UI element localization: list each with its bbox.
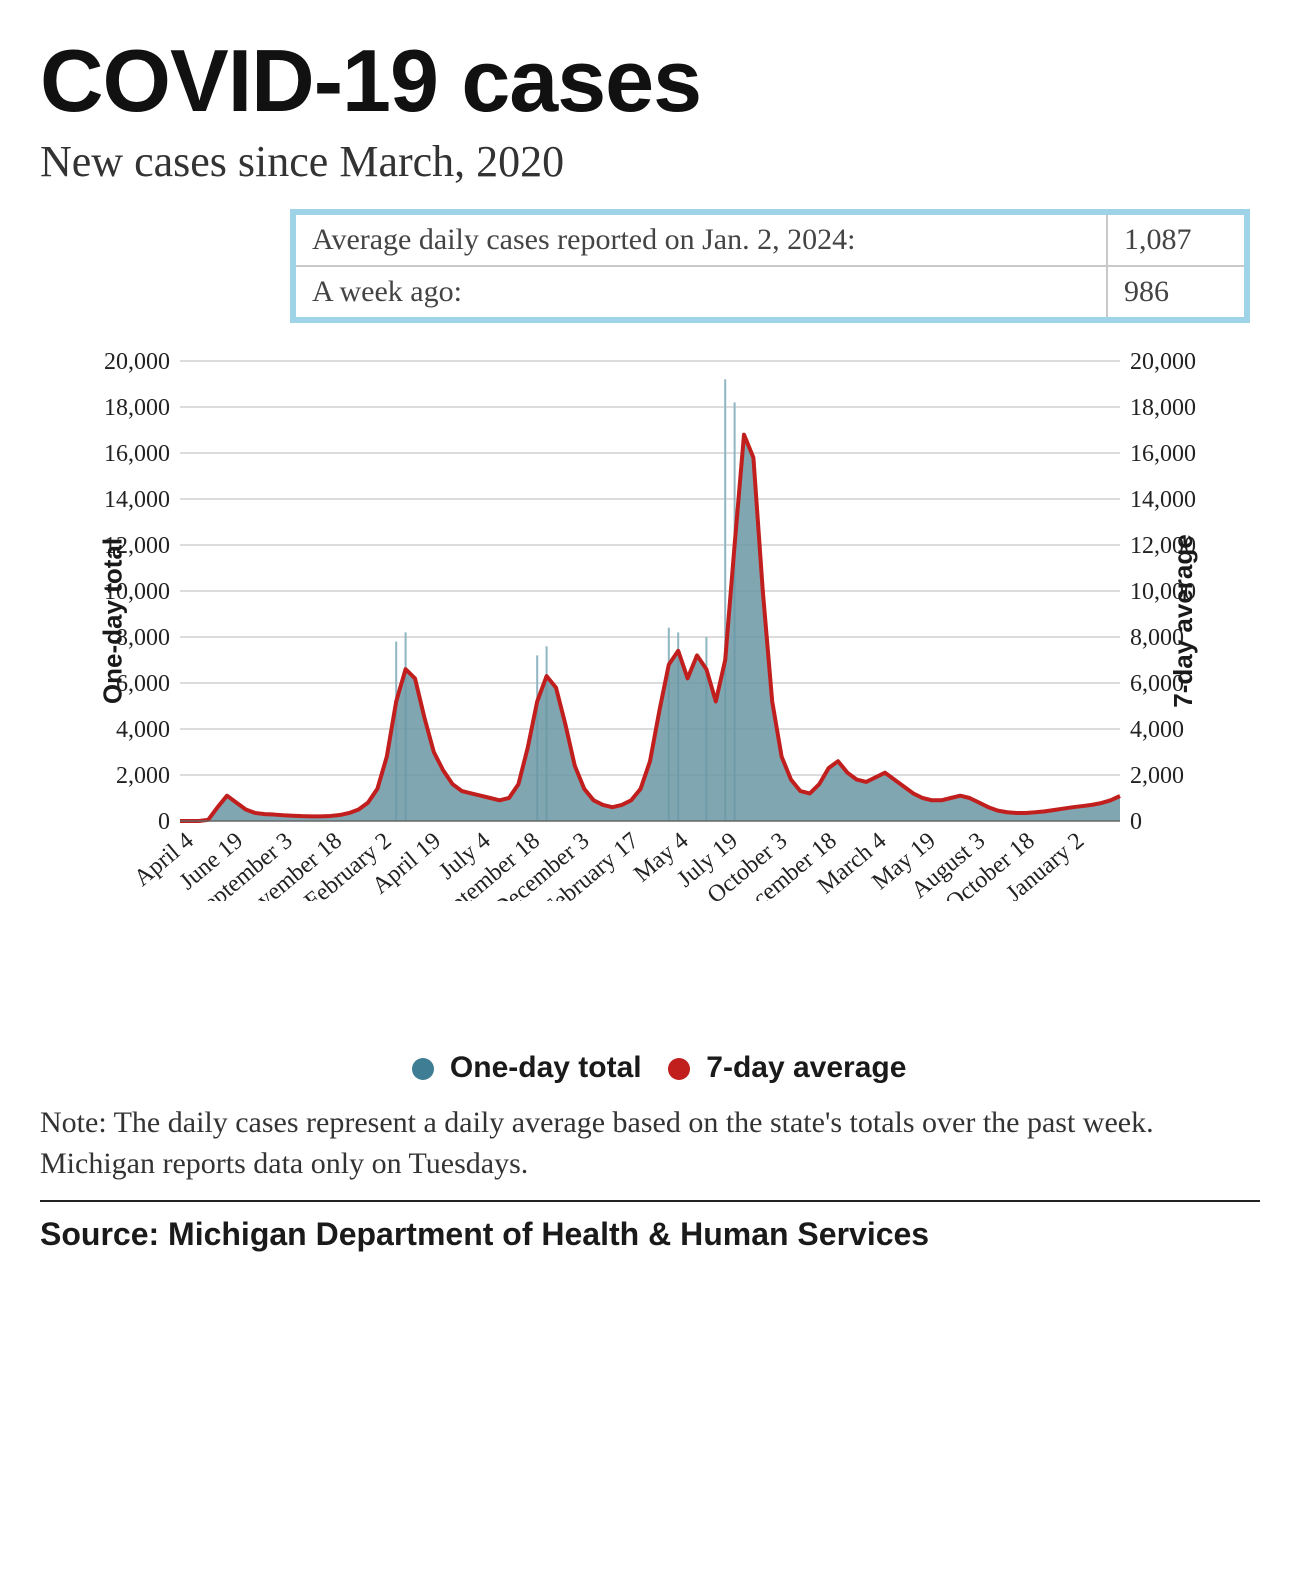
svg-text:16,000: 16,000 [104, 441, 170, 467]
svg-text:14,000: 14,000 [1130, 487, 1196, 513]
page-title: COVID-19 cases [40, 30, 1260, 132]
table-row: A week ago: 986 [293, 266, 1247, 320]
legend-label-oneday: One-day total [450, 1051, 642, 1084]
legend-dot-oneday [412, 1058, 434, 1080]
source-prefix: Source: [40, 1216, 168, 1252]
stats-value: 986 [1107, 266, 1247, 320]
stats-table: Average daily cases reported on Jan. 2, … [290, 209, 1250, 323]
legend-dot-avg [668, 1058, 690, 1080]
svg-text:0: 0 [158, 809, 170, 835]
y-axis-left-label: One-day total [98, 538, 129, 704]
stats-label: A week ago: [293, 266, 1107, 320]
source-text: Michigan Department of Health & Human Se… [168, 1216, 929, 1252]
svg-text:2,000: 2,000 [1130, 763, 1184, 789]
svg-text:18,000: 18,000 [104, 395, 170, 421]
svg-text:4,000: 4,000 [116, 717, 170, 743]
svg-text:20,000: 20,000 [104, 349, 170, 375]
legend-label-avg: 7-day average [706, 1051, 906, 1084]
cases-chart: 002,0002,0004,0004,0006,0006,0008,0008,0… [40, 341, 1260, 901]
page-subtitle: New cases since March, 2020 [40, 136, 1260, 187]
svg-text:2,000: 2,000 [116, 763, 170, 789]
stats-label: Average daily cases reported on Jan. 2, … [293, 212, 1107, 266]
svg-text:16,000: 16,000 [1130, 441, 1196, 467]
svg-text:4,000: 4,000 [1130, 717, 1184, 743]
table-row: Average daily cases reported on Jan. 2, … [293, 212, 1247, 266]
stats-value: 1,087 [1107, 212, 1247, 266]
svg-text:0: 0 [1130, 809, 1142, 835]
svg-text:18,000: 18,000 [1130, 395, 1196, 421]
chart-legend: One-day total 7-day average [40, 1051, 1260, 1085]
y-axis-right-label: 7-day average [1168, 534, 1199, 707]
chart-note: Note: The daily cases represent a daily … [40, 1103, 1260, 1202]
source-line: Source: Michigan Department of Health & … [40, 1216, 1260, 1253]
chart-container: One-day total 7-day average 0 0 2,000 2,000… [40, 341, 1260, 901]
svg-text:14,000: 14,000 [104, 487, 170, 513]
svg-text:20,000: 20,000 [1130, 349, 1196, 375]
